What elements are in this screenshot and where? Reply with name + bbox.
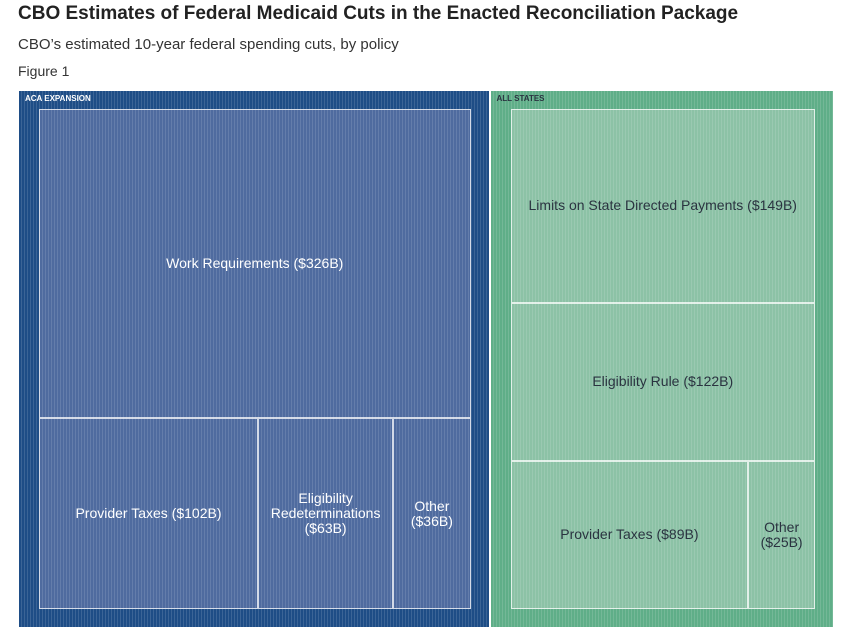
treemap-cell: Other ($25B)	[748, 460, 815, 609]
treemap-group: ACA EXPANSION Work Requirements ($326B) Pr…	[18, 90, 490, 628]
treemap-cell: Other ($36B)	[393, 418, 471, 609]
cell-label: Provider Taxes ($102B)	[75, 505, 222, 522]
cell-label: Eligibility Redeterminations ($63B)	[270, 490, 381, 537]
treemap-cell: Provider Taxes ($89B)	[510, 460, 749, 609]
treemap-cell: Limits on State Directed Payments ($149B…	[510, 109, 815, 303]
cell-label: Limits on State Directed Payments ($149B…	[528, 197, 797, 214]
treemap-group: ALL STATES Limits on State Directed Payme…	[489, 90, 834, 628]
cell-label: Other ($25B)	[760, 518, 803, 550]
treemap-cell: Work Requirements ($326B)	[39, 109, 471, 419]
treemap-cell: Eligibility Rule ($122B)	[510, 302, 815, 461]
group-label: ALL STATES	[496, 94, 545, 103]
treemap: ACA EXPANSION Work Requirements ($326B) Pr…	[18, 90, 834, 628]
cell-label: Work Requirements ($326B)	[166, 255, 344, 272]
cell-label: Provider Taxes ($89B)	[560, 526, 699, 543]
treemap-cell: Eligibility Redeterminations ($63B)	[257, 418, 394, 609]
figure-caption: Figure 1	[18, 63, 70, 79]
cell-label: Eligibility Rule ($122B)	[592, 373, 734, 390]
group-label: ACA EXPANSION	[25, 94, 91, 103]
chart-subtitle: CBO’s estimated 10-year federal spending…	[18, 36, 399, 53]
chart-title: CBO Estimates of Federal Medicaid Cuts i…	[18, 3, 739, 24]
treemap-cell: Provider Taxes ($102B)	[39, 418, 258, 609]
cell-label: Other ($36B)	[410, 497, 453, 529]
